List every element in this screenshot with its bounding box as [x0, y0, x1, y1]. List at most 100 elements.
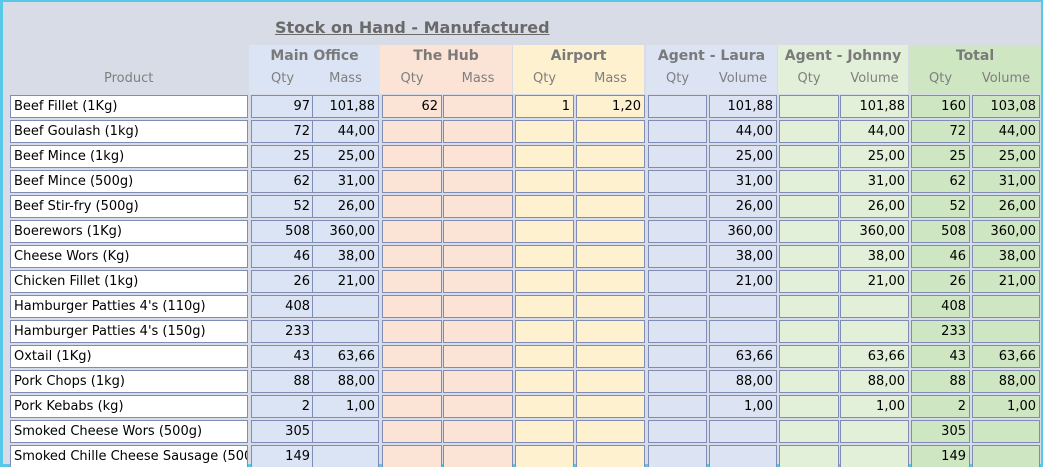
qty-field[interactable]: 1 [515, 95, 574, 118]
measure-field[interactable] [576, 145, 645, 168]
qty-field[interactable] [779, 395, 839, 418]
measure-field[interactable] [312, 320, 379, 343]
qty-field[interactable] [779, 120, 839, 143]
measure-field[interactable]: 44,00 [709, 120, 777, 143]
product-name-field[interactable]: Smoked Chille Cheese Sausage (500g ) [10, 445, 248, 467]
measure-field[interactable]: 31,00 [312, 170, 379, 193]
product-name-field[interactable]: Smoked Cheese Wors (500g) [10, 420, 248, 443]
qty-field[interactable]: 46 [911, 245, 970, 268]
qty-field[interactable] [779, 445, 839, 467]
qty-field[interactable] [779, 270, 839, 293]
qty-field[interactable] [382, 395, 442, 418]
qty-field[interactable]: 233 [251, 320, 314, 343]
qty-field[interactable] [382, 295, 442, 318]
measure-field[interactable] [443, 170, 513, 193]
measure-field[interactable] [443, 245, 513, 268]
measure-field[interactable] [576, 320, 645, 343]
product-name-field[interactable]: Beef Mince (1kg) [10, 145, 248, 168]
qty-field[interactable]: 149 [251, 445, 314, 467]
qty-field[interactable] [382, 170, 442, 193]
measure-field[interactable] [972, 420, 1040, 443]
qty-field[interactable] [648, 270, 707, 293]
qty-field[interactable]: 46 [251, 245, 314, 268]
qty-field[interactable]: 43 [911, 345, 970, 368]
measure-field[interactable]: 38,00 [972, 245, 1040, 268]
measure-field[interactable] [972, 320, 1040, 343]
qty-field[interactable]: 52 [911, 195, 970, 218]
measure-field[interactable] [443, 445, 513, 467]
measure-field[interactable] [443, 95, 513, 118]
measure-field[interactable]: 360,00 [840, 220, 909, 243]
qty-field[interactable]: 88 [911, 370, 970, 393]
product-name-field[interactable]: Hamburger Patties 4's (150g) [10, 320, 248, 343]
measure-field[interactable] [576, 270, 645, 293]
measure-field[interactable] [443, 395, 513, 418]
product-name-field[interactable]: Beef Goulash (1kg) [10, 120, 248, 143]
qty-field[interactable] [515, 345, 574, 368]
measure-field[interactable]: 63,66 [312, 345, 379, 368]
measure-field[interactable] [443, 345, 513, 368]
qty-field[interactable] [382, 120, 442, 143]
qty-field[interactable] [515, 270, 574, 293]
measure-field[interactable] [443, 295, 513, 318]
qty-field[interactable] [382, 270, 442, 293]
measure-field[interactable]: 360,00 [312, 220, 379, 243]
product-name-field[interactable]: Boerewors (1Kg) [10, 220, 248, 243]
qty-field[interactable] [515, 120, 574, 143]
qty-field[interactable] [382, 245, 442, 268]
qty-field[interactable] [779, 245, 839, 268]
measure-field[interactable] [576, 220, 645, 243]
product-name-field[interactable]: Pork Chops (1kg) [10, 370, 248, 393]
measure-field[interactable] [576, 245, 645, 268]
qty-field[interactable]: 305 [911, 420, 970, 443]
qty-field[interactable] [382, 420, 442, 443]
qty-field[interactable] [779, 320, 839, 343]
measure-field[interactable]: 38,00 [709, 245, 777, 268]
measure-field[interactable]: 63,66 [709, 345, 777, 368]
qty-field[interactable] [515, 320, 574, 343]
measure-field[interactable]: 88,00 [709, 370, 777, 393]
measure-field[interactable]: 26,00 [312, 195, 379, 218]
measure-field[interactable] [576, 170, 645, 193]
measure-field[interactable] [312, 420, 379, 443]
measure-field[interactable] [840, 445, 909, 467]
qty-field[interactable] [382, 445, 442, 467]
qty-field[interactable]: 26 [911, 270, 970, 293]
measure-field[interactable] [576, 295, 645, 318]
measure-field[interactable]: 1,00 [840, 395, 909, 418]
measure-field[interactable] [443, 195, 513, 218]
qty-field[interactable]: 2 [911, 395, 970, 418]
product-name-field[interactable]: Beef Mince (500g) [10, 170, 248, 193]
qty-field[interactable] [515, 195, 574, 218]
measure-field[interactable]: 31,00 [972, 170, 1040, 193]
qty-field[interactable]: 408 [251, 295, 314, 318]
qty-field[interactable] [648, 320, 707, 343]
measure-field[interactable]: 21,00 [972, 270, 1040, 293]
measure-field[interactable] [972, 445, 1040, 467]
measure-field[interactable]: 31,00 [709, 170, 777, 193]
measure-field[interactable]: 21,00 [312, 270, 379, 293]
qty-field[interactable] [779, 370, 839, 393]
measure-field[interactable]: 1,00 [709, 395, 777, 418]
qty-field[interactable]: 88 [251, 370, 314, 393]
qty-field[interactable] [779, 195, 839, 218]
measure-field[interactable] [576, 345, 645, 368]
measure-field[interactable] [443, 120, 513, 143]
qty-field[interactable] [382, 370, 442, 393]
qty-field[interactable]: 62 [911, 170, 970, 193]
measure-field[interactable]: 25,00 [709, 145, 777, 168]
qty-field[interactable] [779, 420, 839, 443]
qty-field[interactable]: 25 [911, 145, 970, 168]
qty-field[interactable] [779, 95, 839, 118]
qty-field[interactable] [648, 195, 707, 218]
measure-field[interactable]: 26,00 [709, 195, 777, 218]
measure-field[interactable]: 21,00 [840, 270, 909, 293]
measure-field[interactable]: 44,00 [312, 120, 379, 143]
qty-field[interactable] [648, 170, 707, 193]
qty-field[interactable] [779, 295, 839, 318]
product-name-field[interactable]: Oxtail (1Kg) [10, 345, 248, 368]
measure-field[interactable]: 101,88 [840, 95, 909, 118]
measure-field[interactable] [709, 295, 777, 318]
qty-field[interactable] [779, 170, 839, 193]
qty-field[interactable] [648, 95, 707, 118]
